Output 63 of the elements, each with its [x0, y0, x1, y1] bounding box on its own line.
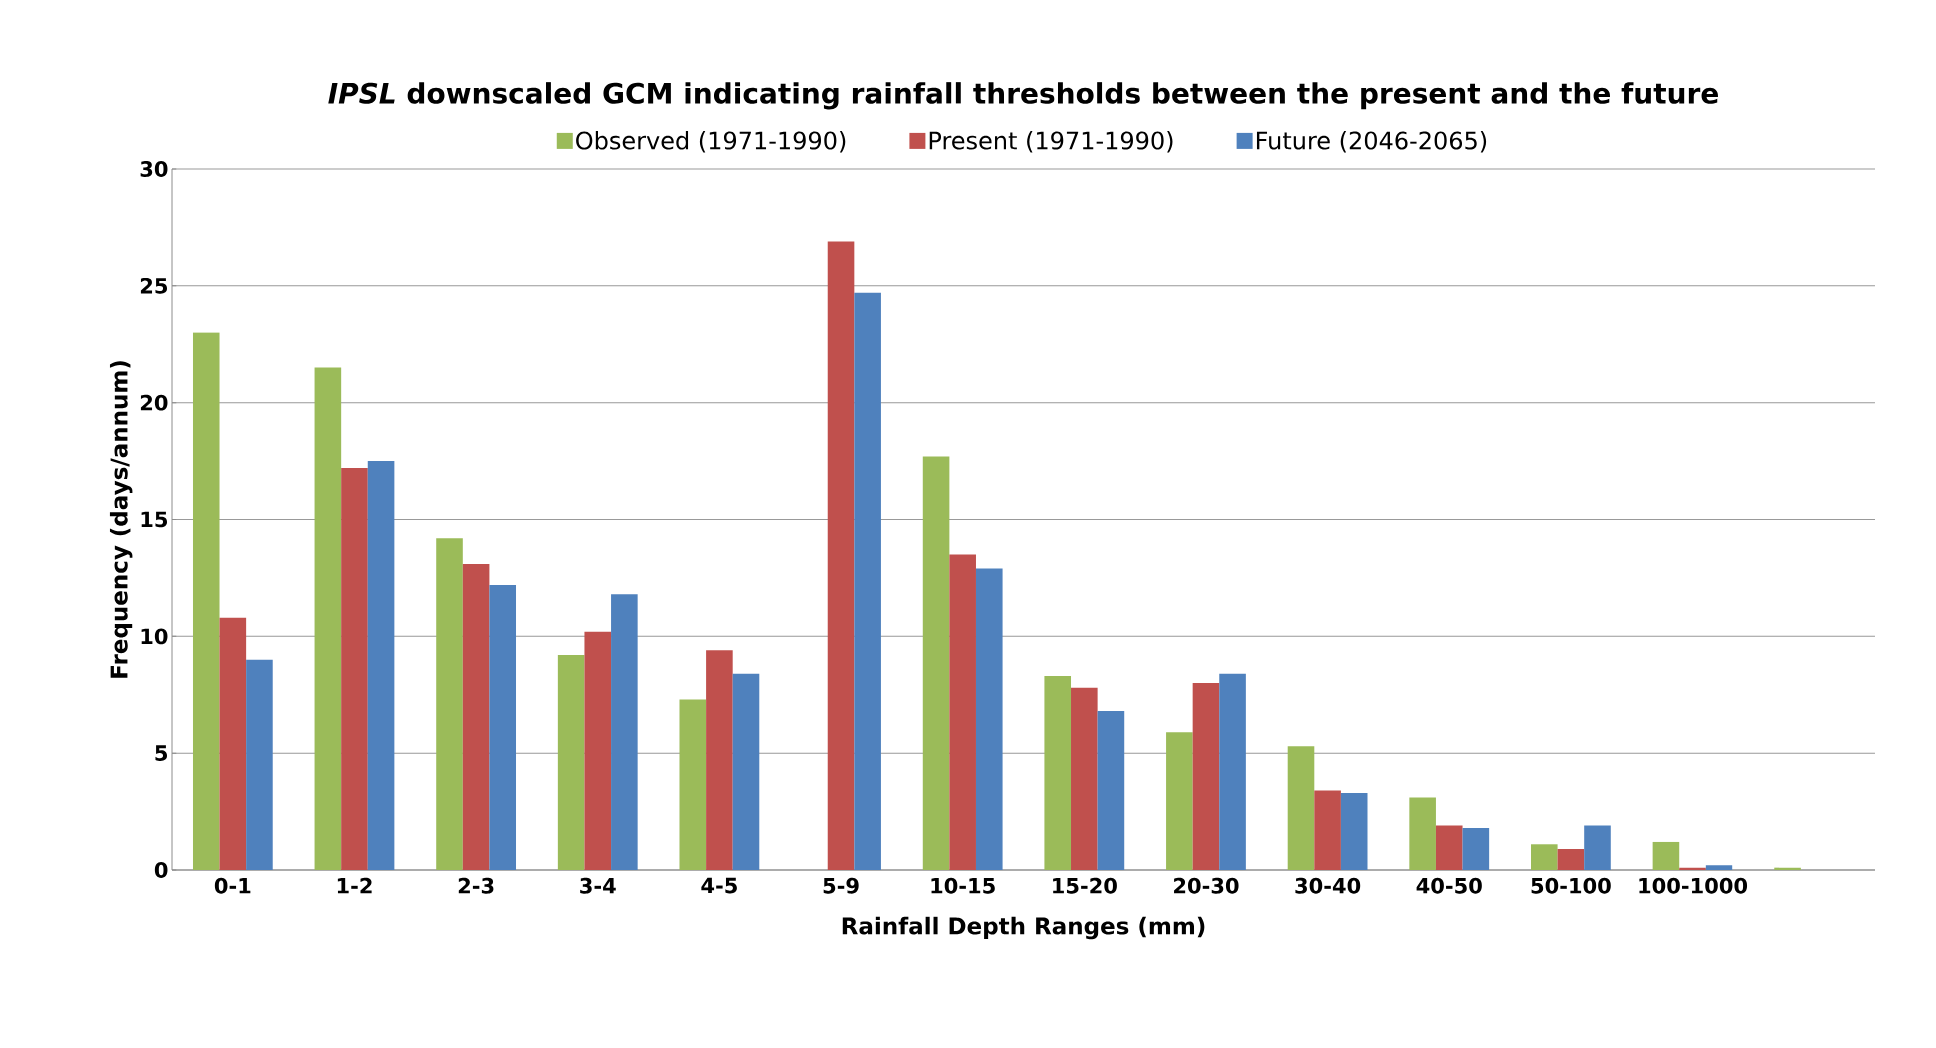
x-tick-label: 100-1000	[1639, 877, 1748, 894]
legend-label: Present (1971-1990)	[929, 131, 1173, 153]
x-tick-label: 20-30	[1174, 877, 1239, 894]
bar	[489, 584, 517, 870]
bar	[1314, 790, 1341, 870]
bar	[949, 554, 976, 870]
x-tick-label: 5-9	[823, 877, 859, 894]
x-tick-label: 3-4	[580, 877, 616, 894]
x-axis-title: Rainfall Depth Ranges (mm)	[842, 916, 1205, 940]
bar	[706, 650, 733, 870]
bar	[1071, 687, 1098, 870]
bar	[192, 332, 220, 870]
bar	[1705, 865, 1733, 870]
legend-label: Observed (1971-1990)	[576, 131, 846, 153]
bar	[1652, 841, 1680, 870]
x-tick-label: 1-2	[337, 877, 372, 894]
bar	[219, 617, 247, 870]
bar	[827, 241, 855, 870]
x-tick-label: 40-50	[1416, 877, 1482, 894]
bar	[922, 456, 950, 870]
bar	[436, 538, 463, 870]
bar	[462, 563, 490, 870]
chart-title: IPSL downscaled GCM indicating rainfall thresholds between the present and the future	[328, 82, 1718, 110]
bar	[367, 461, 395, 870]
bar	[1287, 746, 1315, 870]
x-tick-label: 15-20	[1053, 877, 1117, 894]
bar	[246, 659, 273, 870]
y-tick-label: 15	[141, 511, 168, 528]
bar	[732, 673, 760, 870]
x-tick-label: 10-15	[931, 877, 995, 894]
bar	[1219, 673, 1246, 870]
legend-label: Future (2046-2065)	[1256, 131, 1487, 153]
y-tick-label: 5	[155, 745, 167, 761]
y-tick-label: 25	[140, 277, 168, 294]
bar	[1166, 732, 1193, 870]
x-tick-label: 4-5	[701, 877, 737, 894]
bar	[1557, 848, 1585, 870]
bar	[679, 699, 707, 870]
y-tick-label: 10	[141, 628, 168, 645]
bar	[341, 468, 368, 870]
bar	[1044, 676, 1072, 870]
bar	[314, 367, 342, 870]
bar	[1584, 825, 1611, 870]
bar	[584, 631, 612, 870]
bar	[854, 292, 881, 870]
x-tick-label: 0-1	[214, 877, 251, 894]
bar	[1340, 792, 1368, 870]
bar	[1462, 827, 1490, 870]
bar	[611, 594, 638, 870]
bar	[1530, 844, 1558, 870]
bar	[1097, 711, 1125, 870]
y-tick-label: 0	[154, 862, 168, 878]
x-tick-label: 50-100	[1531, 877, 1611, 894]
bar	[557, 655, 585, 870]
x-tick-label: 30-40	[1295, 877, 1361, 894]
bar	[975, 568, 1003, 870]
y-tick-label: 20	[140, 394, 168, 411]
x-tick-label: 2-3	[458, 877, 494, 894]
bar	[1192, 683, 1220, 870]
bar	[1409, 797, 1436, 870]
bar	[1435, 825, 1463, 870]
y-tick-label: 30	[140, 161, 168, 177]
y-axis-title: Frequency (days/annum)	[109, 361, 133, 678]
